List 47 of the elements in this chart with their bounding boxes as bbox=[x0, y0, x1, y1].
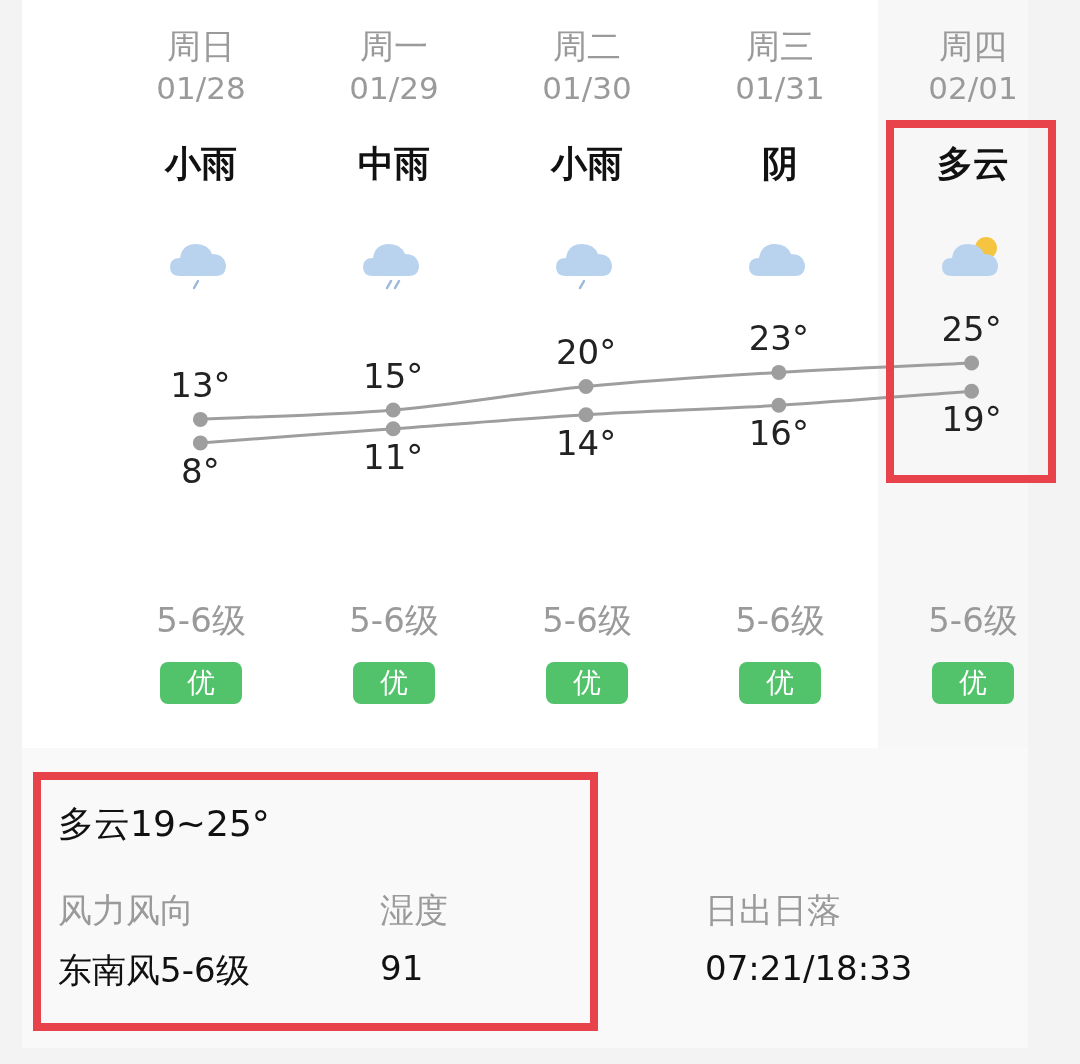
text: 日出日落 bbox=[705, 889, 841, 932]
text: 5-6级 bbox=[735, 599, 825, 642]
text: 多云19~25° bbox=[58, 802, 270, 846]
text: 小雨 bbox=[165, 142, 237, 186]
point bbox=[771, 364, 787, 380]
point bbox=[385, 402, 401, 418]
data-label: 13° bbox=[170, 365, 231, 406]
point bbox=[192, 411, 208, 427]
text: 小雨 bbox=[551, 142, 623, 186]
text: 91 bbox=[380, 948, 424, 988]
x-tick-label: 周四 02/01 bbox=[928, 25, 1018, 106]
x-tick-label: 周二 01/30 bbox=[542, 25, 632, 106]
text: 优 bbox=[546, 662, 628, 704]
point bbox=[964, 383, 980, 399]
point bbox=[578, 379, 594, 394]
text: 中雨 bbox=[358, 142, 430, 186]
text: 多云 bbox=[937, 142, 1009, 186]
point bbox=[578, 407, 594, 423]
text: 5-6级 bbox=[349, 599, 439, 642]
data-label: 14° bbox=[555, 422, 617, 463]
data-label: 20° bbox=[555, 332, 617, 373]
text: 东南风5-6级 bbox=[58, 949, 250, 992]
text: 07:21/18:33 bbox=[705, 948, 913, 988]
text: 5-6级 bbox=[542, 599, 632, 642]
text: 5-6级 bbox=[156, 599, 246, 642]
data-label: 16° bbox=[748, 413, 809, 454]
data-label: 15° bbox=[363, 355, 424, 396]
point bbox=[771, 397, 787, 413]
data-label: 19° bbox=[941, 399, 1002, 440]
text: 优 bbox=[353, 662, 435, 704]
text: 湿度 bbox=[380, 889, 448, 932]
text: 风力风向 bbox=[58, 889, 194, 932]
x-tick-label: 周三 01/31 bbox=[735, 25, 825, 106]
text: 优 bbox=[932, 662, 1014, 704]
x-tick-label: 周日 01/28 bbox=[156, 25, 246, 106]
text: 优 bbox=[739, 662, 821, 704]
text: 阴 bbox=[762, 142, 798, 186]
text: 优 bbox=[160, 662, 242, 704]
data-label: 25° bbox=[941, 308, 1002, 349]
point bbox=[192, 435, 208, 451]
point bbox=[964, 355, 980, 371]
data-label: 23° bbox=[748, 318, 809, 359]
text: 5-6级 bbox=[928, 599, 1018, 642]
point bbox=[385, 421, 401, 437]
x-tick-label: 周一 01/29 bbox=[349, 25, 439, 106]
data-label: 11° bbox=[363, 436, 424, 477]
data-label: 8° bbox=[181, 450, 220, 491]
